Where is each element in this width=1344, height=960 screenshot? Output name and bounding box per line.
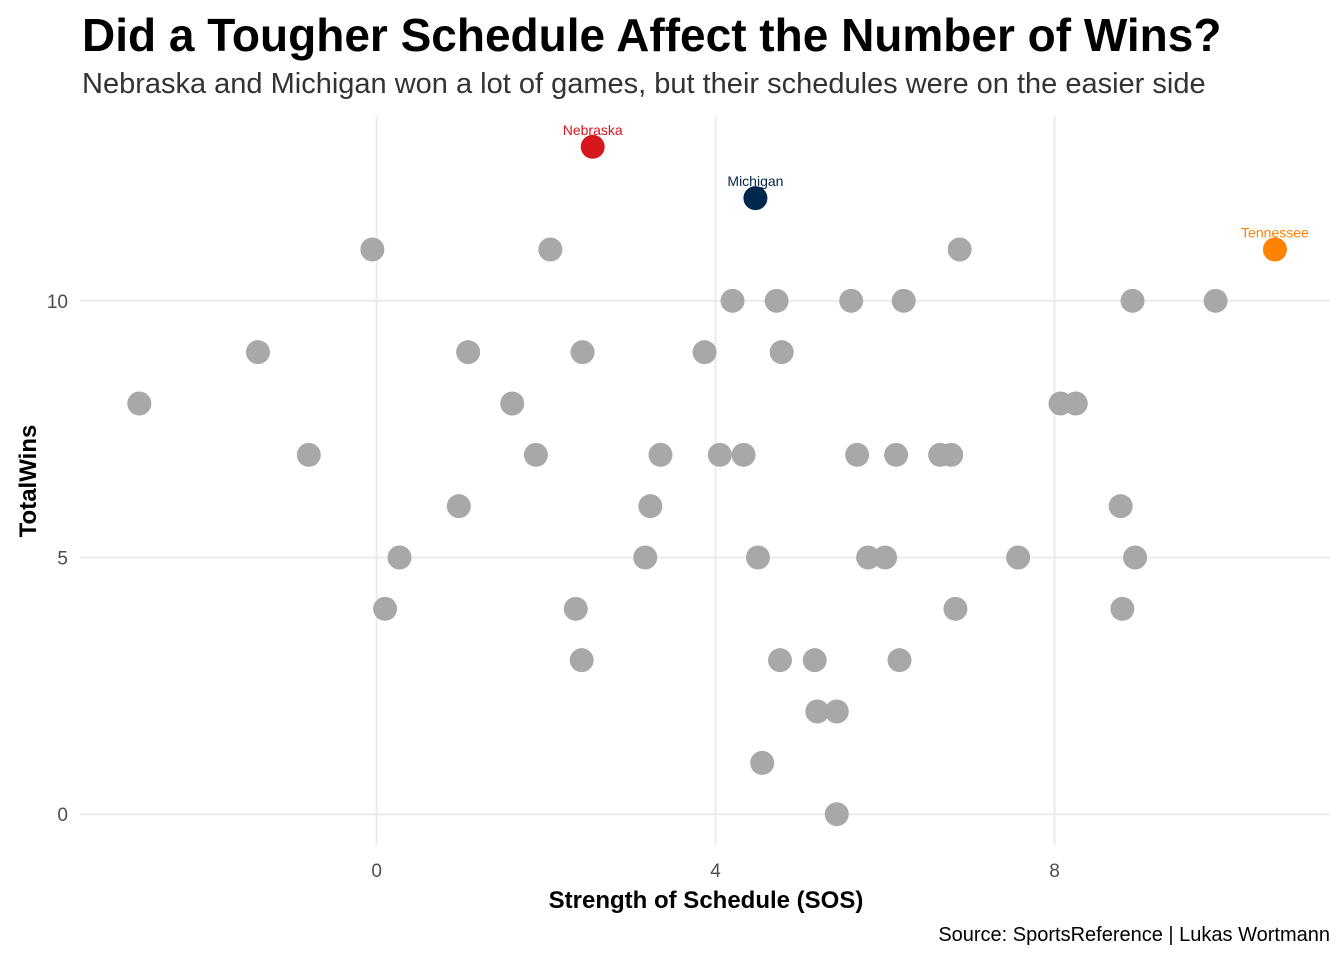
data-point	[456, 340, 481, 365]
data-point	[745, 545, 770, 570]
y-axis-title: TotalWins	[15, 425, 42, 538]
data-point	[1063, 391, 1088, 416]
point-tennessee	[1262, 237, 1287, 262]
data-point	[1123, 545, 1148, 570]
x-tick-label: 8	[1049, 861, 1060, 882]
point-layer	[127, 134, 1287, 827]
data-point	[1006, 545, 1031, 570]
data-point	[802, 648, 827, 673]
x-tick-label: 4	[710, 861, 721, 882]
data-point	[891, 288, 916, 313]
data-point	[360, 237, 385, 262]
data-point	[570, 340, 595, 365]
data-point	[884, 442, 909, 467]
data-point	[887, 648, 912, 673]
data-point	[764, 288, 789, 313]
data-point	[856, 545, 881, 570]
data-point	[768, 648, 792, 673]
data-point	[648, 442, 673, 467]
data-point	[943, 596, 968, 621]
point-label-michigan: Michigan	[727, 173, 783, 189]
x-tick-label: 0	[371, 861, 382, 882]
data-point	[769, 340, 794, 365]
data-point	[127, 391, 152, 416]
data-point	[296, 442, 321, 467]
data-point	[839, 288, 864, 313]
data-point	[446, 494, 471, 519]
data-point	[720, 288, 745, 313]
data-point	[824, 699, 849, 724]
point-michigan	[743, 186, 768, 211]
data-point	[1110, 596, 1135, 621]
label-layer: Nebraska Michigan Tennessee	[563, 122, 1309, 241]
chart-title: Did a Tougher Schedule Affect the Number…	[82, 9, 1222, 61]
y-tick-label: 10	[47, 292, 68, 313]
data-point	[1203, 288, 1228, 313]
data-point	[707, 442, 732, 467]
data-point	[1108, 494, 1133, 519]
data-point	[373, 596, 398, 621]
tick-layer: 0 4 8 0 5 10	[47, 292, 1060, 882]
data-point	[638, 494, 663, 519]
data-point	[633, 545, 658, 570]
point-label-nebraska: Nebraska	[563, 122, 623, 138]
data-point	[569, 648, 594, 673]
data-point	[387, 545, 412, 570]
data-point	[245, 340, 270, 365]
chart-subtitle: Nebraska and Michigan won a lot of games…	[82, 68, 1206, 100]
data-point	[824, 802, 849, 827]
y-tick-label: 0	[57, 805, 68, 826]
data-point	[750, 750, 775, 775]
data-point	[523, 442, 548, 467]
data-point	[538, 237, 563, 262]
data-point	[1120, 288, 1145, 313]
grid-layer	[80, 116, 1330, 845]
data-point	[873, 545, 898, 570]
y-tick-label: 5	[57, 549, 68, 570]
chart-caption: Source: SportsReference | Lukas Wortmann	[938, 924, 1330, 946]
data-point	[845, 442, 870, 467]
point-label-tennessee: Tennessee	[1241, 224, 1309, 240]
data-point	[805, 699, 830, 724]
point-nebraska	[580, 134, 605, 159]
data-point	[692, 340, 717, 365]
data-point	[563, 596, 588, 621]
data-point	[947, 237, 972, 262]
data-point	[731, 442, 756, 467]
data-point	[500, 391, 525, 416]
data-point	[939, 442, 964, 467]
x-axis-title: Strength of Schedule (SOS)	[549, 887, 864, 914]
